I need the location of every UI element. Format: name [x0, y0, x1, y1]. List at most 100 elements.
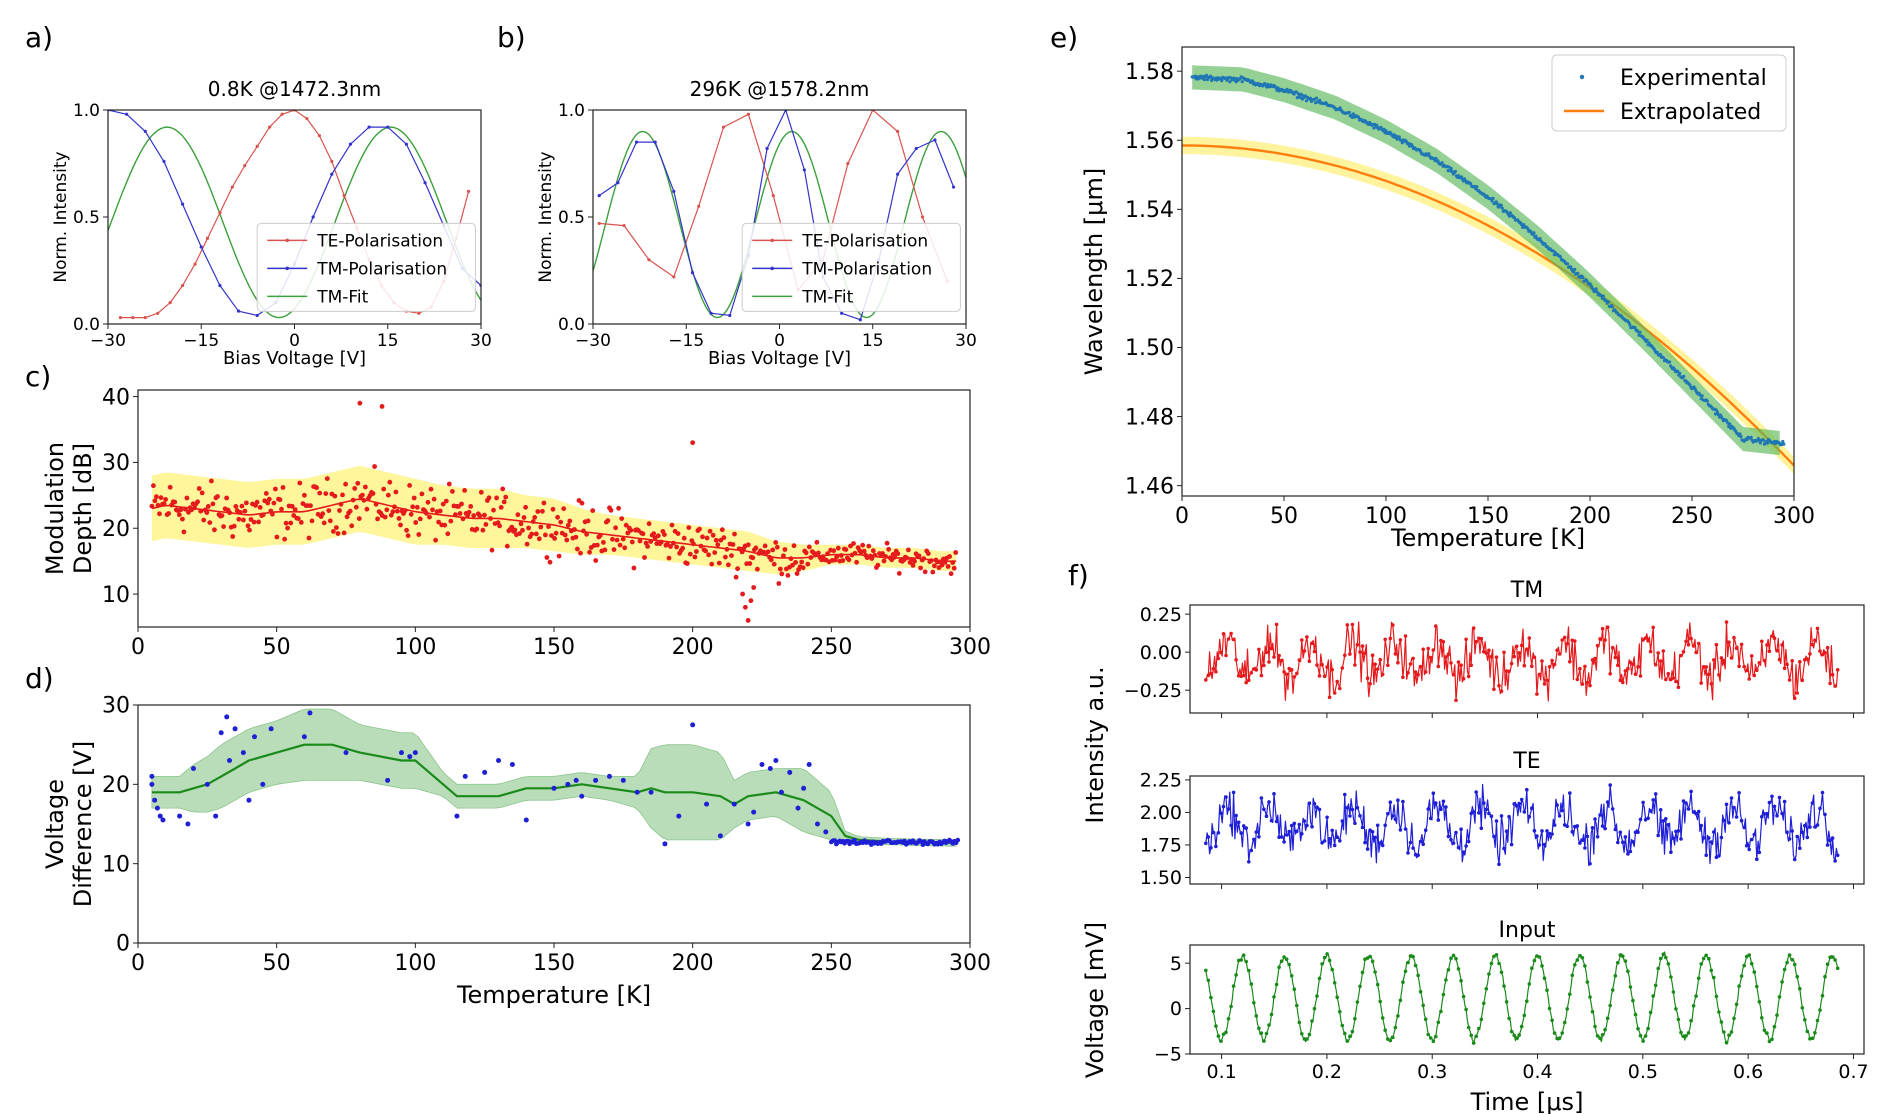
- tm-signal-point: [1681, 650, 1686, 654]
- modulation-depth-point: [340, 492, 345, 498]
- tm-signal-point: [1464, 637, 1468, 642]
- e-y-tick-label: 1.52: [1125, 267, 1174, 292]
- modulation-depth-point: [443, 498, 449, 504]
- te-signal-point: [1464, 844, 1468, 848]
- experimental-point: [1375, 123, 1379, 127]
- modulation-depth-point: [370, 491, 376, 496]
- input-signal-point: [1729, 1030, 1734, 1034]
- modulation-depth-point: [655, 533, 661, 539]
- modulation-depth-point: [681, 535, 687, 541]
- modulation-depth-point: [221, 524, 227, 529]
- te-signal-point: [1426, 807, 1430, 811]
- te-point: [330, 159, 334, 163]
- input-signal-point: [1312, 1006, 1317, 1011]
- input-signal-point: [1734, 1002, 1739, 1007]
- voltage-difference-point: [213, 813, 219, 819]
- modulation-depth-point: [344, 514, 350, 520]
- input-signal-point: [1489, 961, 1494, 966]
- te-signal-point: [1578, 841, 1582, 845]
- experimental-point: [1508, 211, 1512, 215]
- experimental-point: [1475, 185, 1479, 189]
- tm-point: [181, 202, 185, 206]
- experimental-point: [1543, 242, 1547, 246]
- experimental-point: [1500, 206, 1504, 210]
- a-y-tick-label: 1.0: [73, 101, 100, 121]
- plot-area: [1204, 620, 1840, 703]
- voltage-difference-point: [773, 758, 779, 764]
- tm-signal-point: [1643, 636, 1648, 640]
- input-signal-point: [1244, 959, 1248, 964]
- te-signal-point: [1671, 836, 1676, 840]
- input-signal-point: [1792, 962, 1797, 967]
- input-signal-point: [1418, 989, 1423, 994]
- plot-area: [149, 400, 959, 623]
- modulation-depth-point: [930, 569, 936, 575]
- modulation-depth-point: [244, 500, 249, 506]
- modulation-depth-point: [163, 497, 169, 502]
- a-x-tick-label: 15: [377, 331, 399, 351]
- f-input-x-tick-label: 0.2: [1312, 1061, 1342, 1083]
- te-signal-point: [1805, 835, 1810, 840]
- tm-point: [672, 189, 676, 193]
- tm-signal-point: [1279, 658, 1284, 663]
- experimental-point: [1449, 166, 1453, 171]
- e-x-tick-label: 0: [1175, 504, 1189, 529]
- f-input-x-tick-label: 0.6: [1733, 1061, 1763, 1083]
- input-signal-point: [1623, 959, 1628, 963]
- te-signal-point: [1734, 815, 1739, 819]
- te-signal-point: [1241, 824, 1246, 828]
- te-signal-point: [1785, 830, 1789, 834]
- te-point: [417, 311, 421, 315]
- input-signal-point: [1282, 955, 1286, 959]
- input-signal-point: [1221, 1032, 1226, 1036]
- te-signal-point: [1651, 798, 1655, 802]
- input-signal-point: [1550, 1018, 1554, 1023]
- tm-signal-point: [1335, 679, 1339, 684]
- plot-area: [1204, 783, 1840, 867]
- te-signal-point: [1666, 823, 1671, 827]
- modulation-depth-point: [292, 507, 298, 512]
- modulation-depth-point: [886, 546, 891, 552]
- te-signal-point: [1489, 814, 1494, 818]
- tm-signal-point: [1224, 653, 1228, 658]
- f-input-x-tick-label: 0.4: [1522, 1061, 1552, 1083]
- tm-signal-point: [1449, 661, 1453, 665]
- tm-signal-point: [1492, 687, 1496, 691]
- d-x-tick-label: 50: [263, 951, 291, 976]
- experimental-point: [1676, 369, 1680, 374]
- modulation-depth-point: [565, 522, 571, 528]
- tm-signal-point: [1656, 651, 1660, 655]
- input-signal-point: [1575, 958, 1580, 962]
- tm-signal-point: [1517, 651, 1521, 655]
- input-signal-point: [1658, 956, 1663, 961]
- input-signal-point: [1530, 966, 1534, 970]
- modulation-depth-point: [395, 508, 400, 514]
- modulation-depth-point: [341, 530, 347, 536]
- voltage-difference-dense-point: [902, 838, 907, 844]
- tm-signal-point: [1310, 641, 1314, 645]
- input-signal-point: [1666, 962, 1671, 966]
- experimental-point: [1538, 237, 1542, 241]
- tm-point: [218, 283, 222, 288]
- tm-signal-point: [1605, 625, 1610, 629]
- te-signal-point: [1747, 847, 1751, 852]
- modulation-depth-point: [816, 550, 821, 556]
- tm-signal-point: [1234, 658, 1238, 662]
- te-signal-point: [1509, 842, 1514, 847]
- experimental-point: [1566, 262, 1570, 266]
- voltage-difference-point: [227, 758, 233, 764]
- modulation-depth-point: [521, 515, 527, 520]
- modulation-depth-point: [381, 486, 387, 492]
- tm-signal-point: [1340, 666, 1345, 670]
- tm-signal-point: [1565, 642, 1569, 646]
- input-signal-point: [1790, 957, 1794, 962]
- voltage-difference-point: [407, 754, 413, 760]
- tm-signal-point: [1580, 682, 1585, 686]
- modulation-depth-point: [157, 511, 162, 517]
- tm-signal-point: [1805, 657, 1810, 661]
- tm-signal-point: [1262, 663, 1266, 668]
- input-signal-point: [1350, 1029, 1355, 1034]
- experimental-point: [1318, 98, 1322, 102]
- modulation-depth-point: [285, 525, 290, 531]
- input-signal-point: [1621, 954, 1625, 958]
